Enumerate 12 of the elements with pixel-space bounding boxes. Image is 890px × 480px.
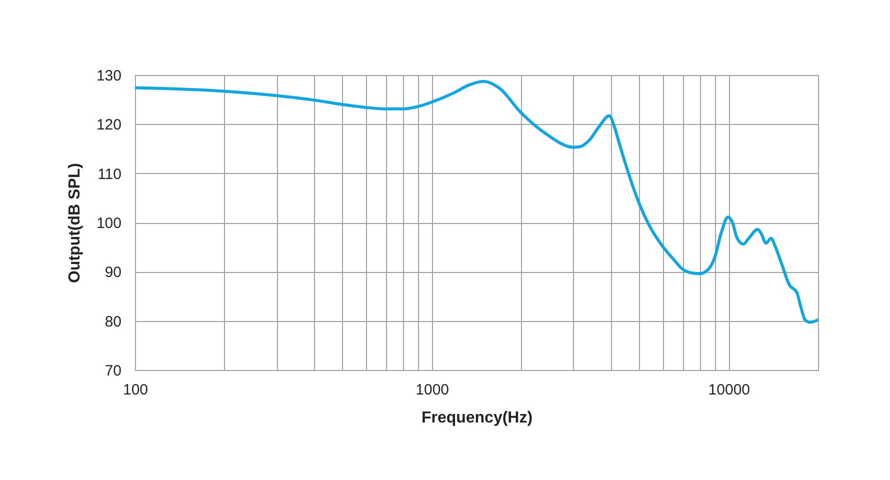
y-tick-label: 70: [104, 362, 122, 380]
y-tick-label: 80: [104, 313, 122, 330]
x-axis-title: Frequency(Hz): [421, 410, 533, 426]
y-tick-label: 130: [96, 68, 122, 84]
y-tick-label: 120: [96, 116, 122, 134]
y-axis-title: Output(dB SPL): [66, 163, 84, 283]
x-tick-label: 100: [122, 382, 148, 398]
y-tick-label: 100: [96, 215, 122, 232]
x-tick-label: 1000: [416, 382, 450, 398]
y-tick-label: 90: [104, 264, 122, 282]
y-tick-label: 110: [98, 166, 122, 183]
x-tick-label: 10000: [708, 382, 750, 398]
